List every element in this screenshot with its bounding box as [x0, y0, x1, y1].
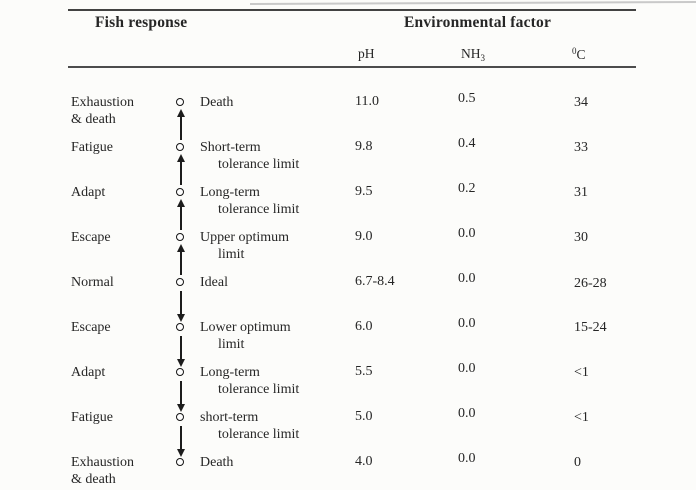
open-circle-icon	[176, 278, 184, 286]
nh3-value: 0.0	[458, 451, 476, 466]
fish-response-label: Normal	[71, 275, 114, 290]
fish-response-label: Escape	[71, 320, 111, 335]
open-circle-icon	[176, 233, 184, 241]
nh3-value: 0.0	[458, 271, 476, 286]
nh3-value: 0.0	[458, 226, 476, 241]
ph-value: 9.5	[355, 184, 373, 199]
open-circle-icon	[176, 413, 184, 421]
temperature-value: 34	[574, 95, 588, 110]
open-circle-icon	[176, 458, 184, 466]
fish-response-label: Exhaustion & death	[71, 455, 134, 487]
temperature-value: 15-24	[574, 320, 607, 335]
nh3-value: 0.0	[458, 406, 476, 421]
ph-value: 9.8	[355, 139, 373, 154]
arrow-up-icon	[176, 199, 186, 231]
ph-value: 5.5	[355, 364, 373, 379]
ph-value: 6.7-8.4	[355, 274, 395, 289]
temperature-value: <1	[574, 410, 589, 425]
temperature-value: 33	[574, 140, 588, 155]
ph-value: 9.0	[355, 229, 373, 244]
arrow-down-icon	[176, 335, 186, 367]
arrow-down-icon	[176, 425, 186, 457]
table-top-rule	[68, 9, 636, 11]
table-title-environmental-factor: Environmental factor	[404, 14, 552, 31]
open-circle-icon	[176, 143, 184, 151]
table-title-fish-response: Fish response	[95, 14, 188, 31]
arrow-up-icon	[176, 109, 186, 141]
fish-response-label: Adapt	[71, 365, 106, 380]
temperature-value: 0	[574, 455, 581, 470]
header-divider-rule	[68, 66, 636, 68]
fish-response-label: Adapt	[71, 185, 106, 200]
response-descriptor: Death	[200, 455, 234, 470]
response-descriptor: Long-term tolerance limit	[200, 365, 300, 397]
fish-response-label: Escape	[71, 230, 111, 245]
temperature-value: 31	[574, 185, 588, 200]
arrow-down-icon	[176, 380, 186, 412]
nh3-value: 0.4	[458, 136, 476, 151]
open-circle-icon	[176, 368, 184, 376]
response-descriptor: Ideal	[200, 275, 228, 290]
nh3-value: 0.0	[458, 316, 476, 331]
response-descriptor: short-term tolerance limit	[200, 410, 300, 442]
ph-value: 4.0	[355, 454, 373, 469]
nh3-value: 0.0	[458, 361, 476, 376]
response-descriptor: Short-term tolerance limit	[200, 140, 300, 172]
response-descriptor: Lower optimum limit	[200, 320, 291, 352]
column-header-temperature: 0C	[572, 46, 586, 62]
fish-response-label: Fatigue	[71, 140, 113, 155]
response-descriptor: Long-term tolerance limit	[200, 185, 300, 217]
open-circle-icon	[176, 188, 184, 196]
open-circle-icon	[176, 323, 184, 331]
arrow-down-icon	[176, 290, 186, 322]
ph-value: 11.0	[355, 94, 379, 109]
arrow-up-icon	[176, 154, 186, 186]
nh3-value: 0.2	[458, 181, 476, 196]
ph-value: 5.0	[355, 409, 373, 424]
open-circle-icon	[176, 98, 184, 106]
response-descriptor: Death	[200, 95, 234, 110]
temperature-value: 26-28	[574, 276, 607, 291]
temperature-value: <1	[574, 365, 589, 380]
column-header-ph: pH	[358, 46, 375, 61]
column-header-nh3: NH3	[461, 46, 485, 63]
fish-response-label: Fatigue	[71, 410, 113, 425]
fish-response-label: Exhaustion & death	[71, 95, 134, 127]
nh3-value: 0.5	[458, 91, 476, 106]
arrow-up-icon	[176, 244, 186, 276]
scan-artifact-line	[249, 1, 696, 5]
response-descriptor: Upper optimum limit	[200, 230, 290, 262]
temperature-value: 30	[574, 230, 588, 245]
ph-value: 6.0	[355, 319, 373, 334]
